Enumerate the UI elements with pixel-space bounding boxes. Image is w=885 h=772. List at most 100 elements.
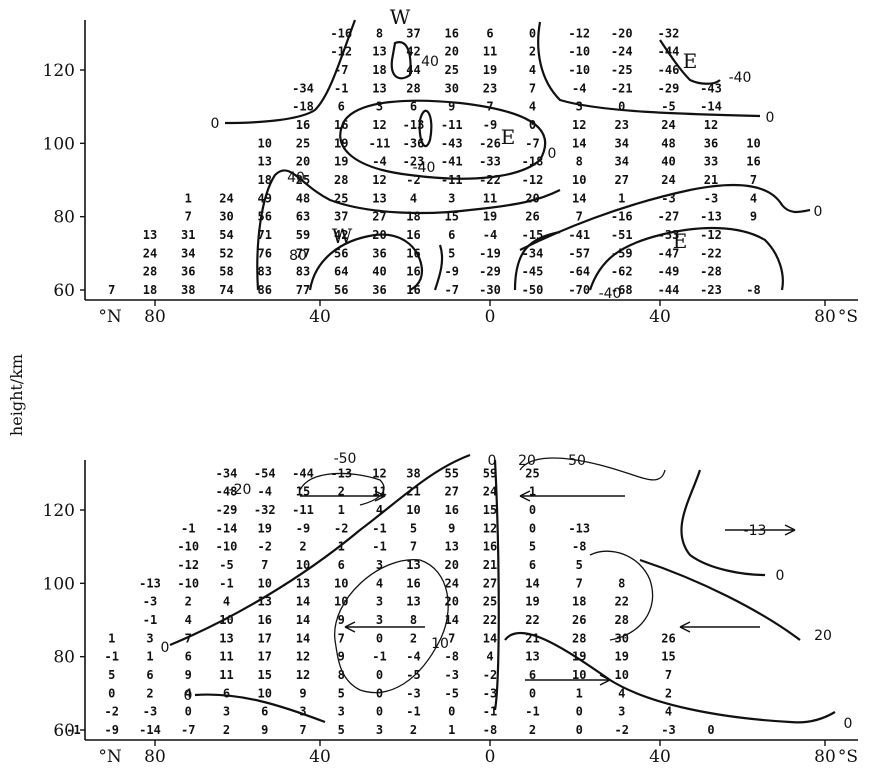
cell-value: 12 — [372, 118, 386, 132]
cell-value: 10 — [615, 668, 629, 682]
cell-value: 4 — [486, 650, 493, 664]
cell-value: 6 — [338, 100, 345, 114]
cell-value: 5 — [576, 558, 583, 572]
cell-value: -27 — [658, 210, 680, 224]
top-contour — [588, 226, 784, 291]
cell-value: -12 — [522, 173, 544, 187]
cell-value: 14 — [296, 613, 310, 627]
cell-value: 0 — [376, 668, 383, 682]
cell-value: 12 — [572, 118, 586, 132]
cell-value: -49 — [658, 265, 680, 279]
cell-value: -32 — [658, 26, 680, 40]
cell-value: -4 — [572, 81, 586, 95]
cell-value: 12 — [704, 118, 718, 132]
contour-label: -40 — [729, 70, 752, 86]
cell-value: -28 — [700, 265, 722, 279]
bottom-contour — [519, 457, 666, 481]
contour-label: 80 — [289, 248, 307, 264]
cell-value: 36 — [372, 283, 386, 297]
cell-value: 13 — [296, 576, 310, 590]
cell-value: 25 — [483, 595, 497, 609]
cell-value: -1 — [66, 723, 80, 737]
cell-value: -41 — [441, 155, 463, 169]
cell-value: 16 — [746, 155, 760, 169]
cell-value: -47 — [658, 246, 680, 260]
cell-value: 42 — [334, 228, 348, 242]
cell-value: 1 — [529, 485, 536, 499]
x-tick-label: 0 — [485, 307, 496, 327]
contour-label: 40 — [287, 170, 305, 186]
bottom-contour — [299, 472, 385, 506]
cell-value: 18 — [572, 595, 586, 609]
cell-value: 10 — [572, 668, 586, 682]
cell-value: 30 — [219, 210, 233, 224]
cell-value: 22 — [483, 613, 497, 627]
cell-value: 40 — [372, 265, 386, 279]
x-tick-label: 40 — [309, 747, 331, 767]
cell-value: -8 — [572, 540, 586, 554]
cell-value: 28 — [572, 631, 586, 645]
bottom-cell-values: -34 -54 -44 -13 12 38 55 59 25-48 -4 15 2 11 21 27 24 1-… — [66, 466, 714, 737]
cell-value: 0 — [529, 118, 536, 132]
cell-value: 27 — [483, 576, 497, 590]
cell-value: -41 — [568, 228, 590, 242]
cell-value: 0 — [376, 686, 383, 700]
cell-value: 34 — [181, 246, 195, 260]
cell-value: -16 — [330, 26, 352, 40]
cell-value: 10 — [296, 558, 310, 572]
cell-value: 24 — [661, 173, 675, 187]
top-contour — [433, 244, 444, 291]
cell-value: 5 — [338, 723, 345, 737]
cell-value: 1 — [576, 686, 583, 700]
cell-value: 7 — [185, 631, 192, 645]
cell-value: 6 — [486, 26, 493, 40]
cell-value: -5 — [445, 686, 459, 700]
cell-value: 1 — [338, 540, 345, 554]
cell-value: 77 — [296, 246, 310, 260]
cell-value: 26 — [525, 210, 539, 224]
cell-value: 58 — [219, 265, 233, 279]
cell-value: -14 — [139, 723, 161, 737]
cell-value: 10 — [258, 136, 272, 150]
cell-value: 14 — [296, 595, 310, 609]
cell-value: -1 — [372, 521, 386, 535]
contour-label: 40 — [421, 54, 439, 70]
x-tick-label: °N — [98, 747, 122, 767]
cell-value: 20 — [445, 45, 459, 59]
cell-value: 17 — [258, 631, 272, 645]
cell-value: -26 — [479, 136, 501, 150]
cell-value: 7 — [261, 558, 268, 572]
cell-value: -1 — [334, 81, 348, 95]
cell-value: 14 — [483, 631, 497, 645]
cell-value: -9 — [483, 118, 497, 132]
cell-value: 56 — [334, 246, 348, 260]
cell-value: -5 — [661, 100, 675, 114]
cell-value: 54 — [219, 228, 233, 242]
cell-value: -13 — [139, 576, 161, 590]
cell-value: 15 — [258, 668, 272, 682]
cell-value: 28 — [143, 265, 157, 279]
contour-label: 20 — [814, 628, 832, 644]
contour-label: -50 — [334, 451, 357, 467]
cell-value: 26 — [661, 631, 675, 645]
cell-value: 5 — [448, 246, 455, 260]
cell-value: 3 — [448, 191, 455, 205]
cell-value: 12 — [296, 668, 310, 682]
bottom-contour — [504, 631, 836, 724]
cell-value: 20 — [445, 595, 459, 609]
cell-value: 27 — [445, 485, 459, 499]
cell-value: 12 — [372, 173, 386, 187]
cell-value: 15 — [483, 503, 497, 517]
cell-value: -1 — [372, 650, 386, 664]
y-tick-label: 100 — [43, 134, 75, 154]
cell-value: 86 — [258, 283, 272, 297]
cell-value: 6 — [448, 228, 455, 242]
cell-value: 6 — [529, 558, 536, 572]
cell-value: 7 — [299, 723, 306, 737]
bottom-contour — [639, 558, 801, 641]
cell-value: 2 — [185, 595, 192, 609]
cell-value: 6 — [338, 558, 345, 572]
cell-value: 11 — [483, 191, 497, 205]
cell-value: -9 — [296, 521, 310, 535]
